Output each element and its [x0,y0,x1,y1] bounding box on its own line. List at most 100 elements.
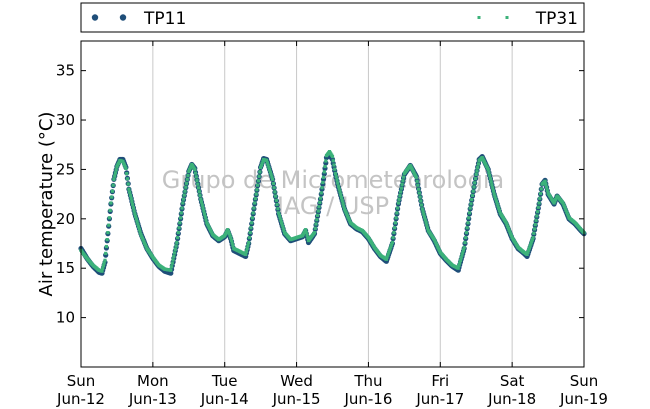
data-point-tp31 [275,202,279,207]
data-point-tp31 [458,261,462,265]
data-point-tp31 [229,236,233,240]
data-point-tp31 [226,230,231,234]
data-point-tp31 [177,226,181,230]
data-point-tp31 [565,212,570,216]
data-point-tp31 [494,199,498,203]
data-point-tp31 [172,254,176,258]
data-point-tp31 [343,209,347,213]
data-point-tp31 [244,249,248,253]
data-point-tp31 [132,209,136,213]
data-point-tp31 [231,244,235,248]
data-point-tp31 [250,216,254,220]
data-point-tp31 [423,218,427,222]
data-point-tp31 [137,225,141,229]
data-point-tp31 [184,181,189,185]
data-point-tp31 [393,226,397,230]
data-point-tp31 [276,207,280,211]
x-tick-label-day: Tue [211,372,238,390]
data-point-tp31 [125,172,129,176]
data-point-tp31 [506,226,510,230]
data-point-tp31 [257,174,261,178]
data-point-tp31 [304,228,308,232]
data-point-tp31 [468,206,472,210]
data-point-tp31 [467,216,471,220]
data-point-tp31 [463,240,467,245]
data-point-tp31 [495,201,499,206]
legend: TP11 TP31 [80,2,585,33]
data-point-tp31 [265,161,269,165]
data-point-tp31 [456,266,460,270]
data-point-tp31 [121,159,125,164]
data-point-tp31 [196,182,200,186]
data-point-tp31 [475,169,479,173]
data-point-tp31 [182,193,186,197]
data-point-tp31 [278,216,282,220]
data-point-tp31 [508,230,512,234]
data-point-tp31 [389,245,393,249]
data-point-tp31 [187,169,191,173]
data-point-tp31 [246,243,250,248]
data-point-tp31 [305,233,309,237]
data-point-tp31 [324,159,328,163]
data-point-tp31 [509,232,513,236]
data-point-tp31 [392,231,396,235]
data-point-tp31 [281,226,285,230]
data-point-tp31 [128,190,132,194]
data-point-tp31 [399,186,403,190]
data-point-tp31 [561,201,565,205]
data-point-tp31 [183,189,187,193]
data-point-tp31 [565,210,569,214]
data-point-tp31 [564,208,568,212]
data-point-tp31 [271,181,275,186]
data-point-tp31 [202,212,207,216]
data-points [78,150,587,276]
x-tick-label-date: Jun-17 [415,390,464,408]
data-point-tp31 [494,197,498,201]
data-point-tp31 [113,171,117,175]
data-point-tp31 [127,187,131,191]
data-point-tp31 [469,202,473,206]
data-point-tp31 [321,180,325,185]
data-point-tp31 [130,199,134,204]
data-point-tp31 [334,175,338,179]
data-point-tp31 [101,266,105,271]
data-point-tp31 [394,216,398,220]
data-point-tp31 [493,194,497,199]
legend-marker-tp31 [477,16,481,19]
x-tick-label-date: Jun-13 [128,390,177,408]
y-tick-label: 30 [56,111,75,129]
data-point-tp31 [532,231,536,235]
data-point-tp31 [247,240,251,245]
data-point-tp31 [184,185,188,189]
data-point-tp31 [317,205,321,209]
data-point-tp31 [255,188,259,192]
data-point-tp31 [314,222,318,226]
y-tick-label: 25 [56,160,75,178]
data-point-tp31 [173,251,177,255]
data-point-tp31 [396,206,400,210]
data-point-tp31 [204,218,208,222]
x-tick-label-date: Jun-15 [272,390,321,408]
data-point-tp31 [250,221,254,225]
data-point-tp31 [249,226,253,230]
data-point-tp31 [201,206,205,210]
legend-label-tp31: TP31 [535,9,578,29]
watermark-line-2: IAG / USP [277,192,389,220]
data-point-tp31 [339,196,344,200]
data-point-tp31 [110,195,114,199]
data-point-tp31 [195,178,199,183]
data-point-tp31 [332,163,336,167]
data-point-tp31 [417,191,421,195]
data-point-tp31 [476,162,481,166]
data-point-tp31 [333,171,338,175]
data-point-tp31 [562,205,567,209]
data-point-tp31 [110,189,114,193]
data-point-tp31 [465,226,469,230]
data-point-tp31 [387,251,391,255]
data-point-tp31 [345,214,350,218]
data-point-tp31 [268,170,272,174]
data-point-tp31 [142,239,146,244]
data-point-tp31 [536,210,540,214]
data-point-tp31 [348,219,352,223]
legend-marker-tp11 [91,14,99,21]
